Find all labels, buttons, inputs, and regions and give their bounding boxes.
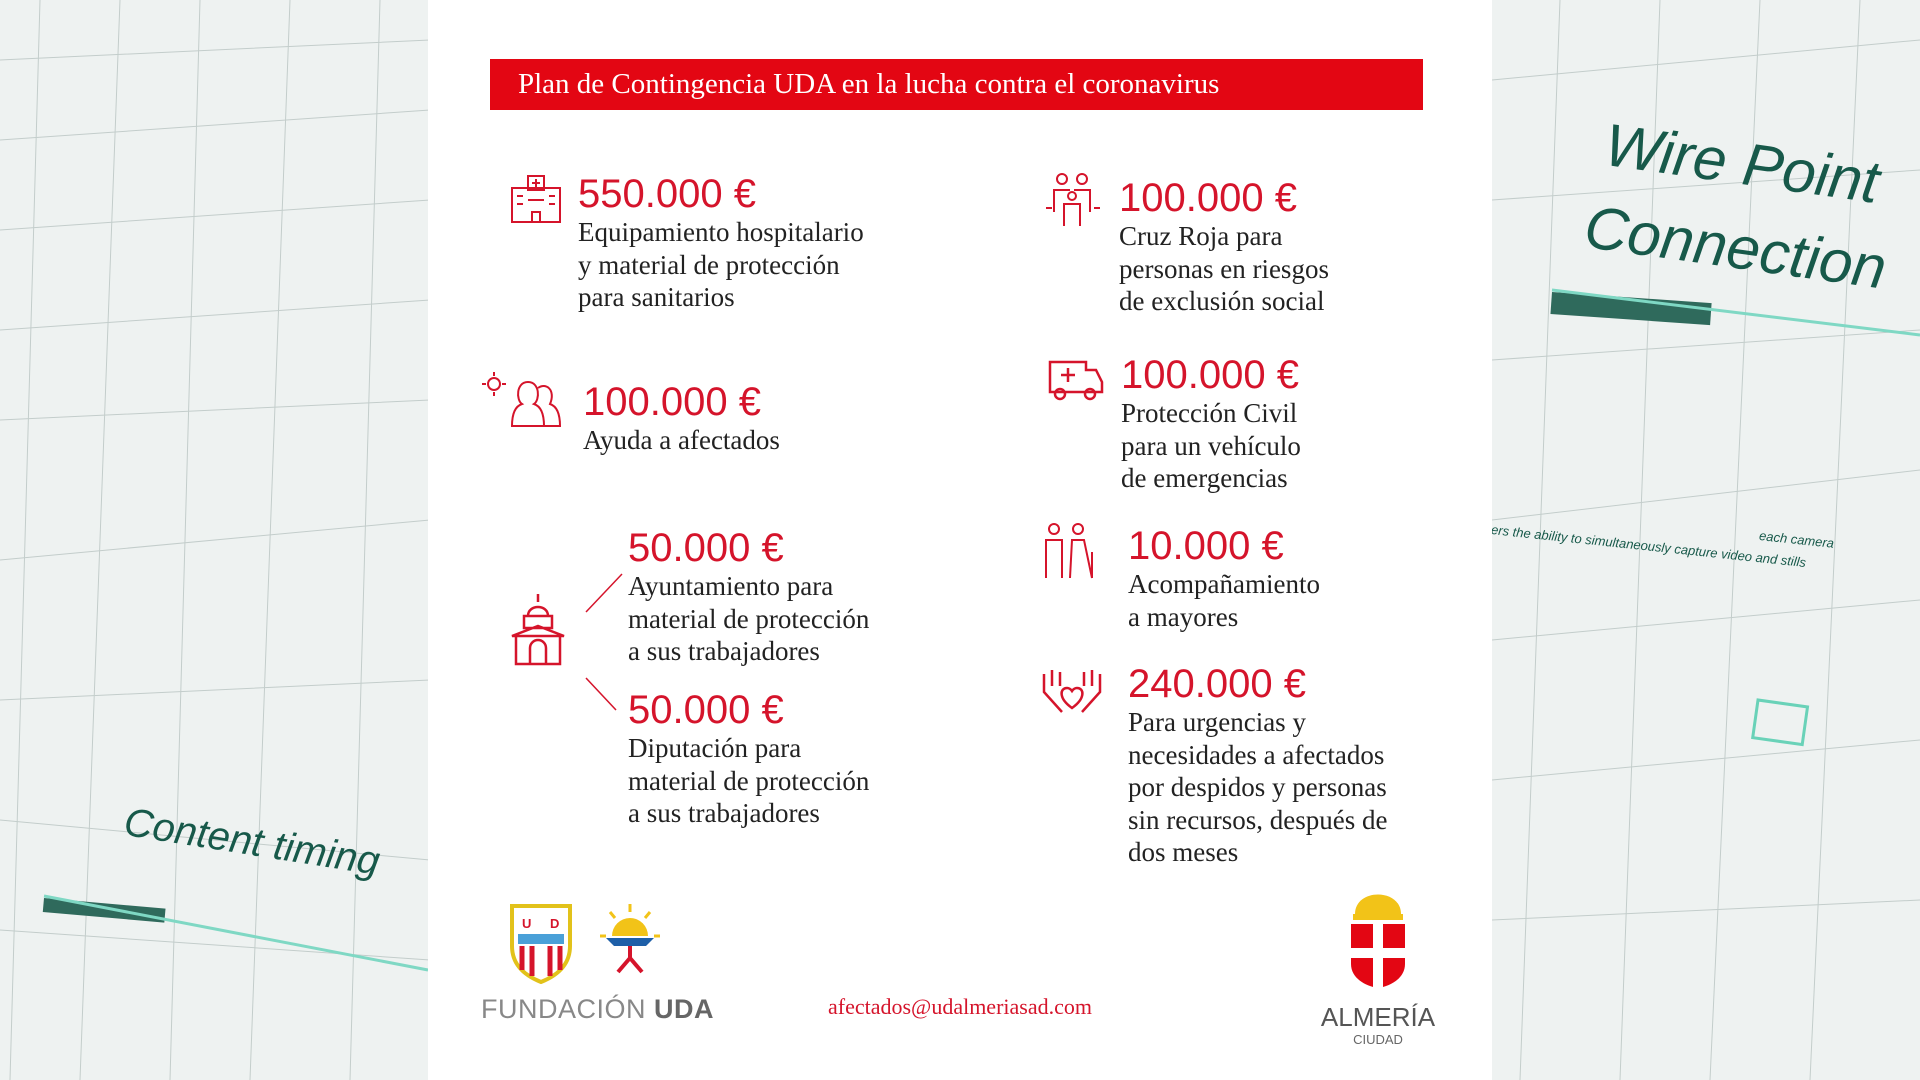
item-cruz-roja: 100.000 € Cruz Roja para personas en ries…: [1119, 176, 1329, 318]
virus-people-icon: [482, 372, 562, 427]
amount: 100.000 €: [583, 380, 761, 424]
item-ayuntamiento: 50.000 € Ayuntamiento para material de pr…: [628, 526, 869, 668]
hands-heart-icon: [1042, 670, 1102, 713]
amount: 240.000 €: [1128, 662, 1306, 706]
amount: 50.000 €: [628, 526, 784, 570]
item-diputacion: 50.000 € Diputación para material de prot…: [628, 688, 869, 830]
description: Para urgencias y necesidades a afectados p…: [1128, 707, 1388, 867]
item-urgencias: 240.000 € Para urgencias y necesidades a …: [1128, 662, 1387, 869]
description: Diputación para material de protección a s…: [628, 733, 870, 828]
description: Equipamiento hospitalario y material de p…: [578, 217, 864, 312]
item-aid-affected: 100.000 € Ayuda a afectados: [583, 380, 780, 457]
infographic-title: Plan de Contingencia UDA en la lucha con…: [490, 59, 1423, 110]
svg-text:U: U: [522, 916, 531, 931]
almeria-wordmark: ALMERÍA: [1320, 1002, 1436, 1032]
amount: 100.000 €: [1119, 176, 1297, 220]
almeria-subtitle: CIUDAD: [1353, 1032, 1403, 1047]
elderly-couple-icon: [1045, 523, 1093, 579]
description: Ayuntamiento para material de protección a…: [628, 571, 870, 666]
amount: 50.000 €: [628, 688, 784, 732]
almeria-city-crest-logo: [1351, 894, 1405, 988]
connector-line-icon: [585, 677, 617, 711]
fundacion-uda-figure-logo: [600, 904, 660, 974]
contact-email-link[interactable]: afectados@udalmeriasad.com: [828, 994, 1092, 1019]
item-proteccion-civil: 100.000 € Protección Civil para un vehícu…: [1121, 353, 1301, 495]
infographic-card: [428, 0, 1492, 1080]
ud-almeria-crest-logo: U D: [510, 904, 572, 984]
description: Cruz Roja para personas en riesgos de excl…: [1119, 221, 1329, 316]
description: Acompañamiento a mayores: [1128, 569, 1320, 632]
ambulance-icon: [1048, 360, 1104, 401]
family-icon: [1046, 173, 1100, 226]
town-hall-icon: [511, 594, 565, 666]
amount: 10.000 €: [1128, 524, 1284, 568]
amount: 100.000 €: [1121, 353, 1299, 397]
description: Ayuda a afectados: [583, 425, 780, 455]
fundacion-uda-wordmark: FUNDACIÓN UDA: [481, 994, 714, 1024]
description: Protección Civil para un vehículo de emerg…: [1121, 398, 1301, 493]
item-hospital-equipment: 550.000 € Equipamiento hospitalario y mat…: [578, 172, 864, 314]
amount: 550.000 €: [578, 172, 756, 216]
item-mayores: 10.000 € Acompañamiento a mayores: [1128, 524, 1320, 633]
connector-line-icon: [585, 573, 623, 613]
hospital-icon: [511, 175, 561, 223]
svg-text:D: D: [550, 916, 559, 931]
